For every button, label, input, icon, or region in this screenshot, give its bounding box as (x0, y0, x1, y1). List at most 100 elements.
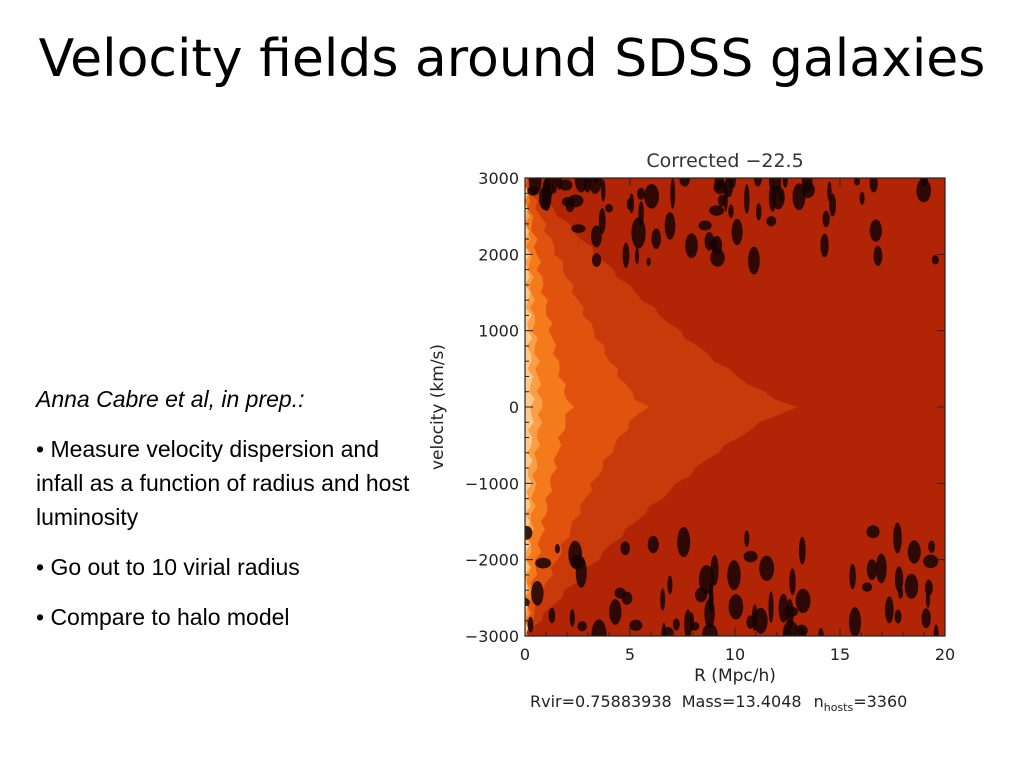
noise-patch (769, 178, 782, 195)
footer-nhosts-value: =3360 (853, 692, 907, 711)
noise-patch (829, 193, 836, 217)
noise-patch (753, 607, 768, 634)
noise-patch (588, 178, 603, 194)
x-tick-label: 20 (935, 645, 955, 664)
noise-patch (709, 581, 714, 609)
noise-patch (724, 178, 734, 198)
title-area: Velocity fields around SDSS galaxies (0, 0, 1024, 143)
noise-patch (634, 247, 640, 265)
noise-patch (552, 178, 558, 194)
noise-patch (755, 203, 762, 221)
y-tick-label: 1000 (478, 322, 519, 341)
noise-patch (743, 550, 758, 563)
footer-rvir: Rvir=0.75883938 (530, 692, 672, 711)
noise-patch (614, 587, 626, 599)
noise-patch (646, 257, 651, 267)
axes: 0 5 10 15 20 3000 2000 1000 0 −1000 −2000 −3000 (465, 169, 955, 664)
noise-patch (933, 624, 939, 636)
noise-patch (921, 608, 931, 629)
y-tick-label: −3000 (465, 627, 519, 646)
noise-patch (869, 178, 878, 193)
noise-patch (660, 588, 666, 611)
noise-patch (759, 555, 775, 581)
x-tick-label: 15 (830, 645, 850, 664)
noise-patch (620, 541, 631, 556)
footer-mass: Mass=13.4048 (682, 692, 802, 711)
noise-patch (904, 573, 919, 599)
noise-patch (684, 609, 692, 636)
noise-patch (631, 217, 646, 249)
noise-patch (531, 580, 544, 606)
noise-patch (577, 621, 587, 632)
x-tick-label: 10 (725, 645, 745, 664)
noise-patch (789, 568, 796, 596)
noise-patch (647, 535, 659, 554)
noise-patch (568, 540, 583, 568)
noise-patch (664, 212, 676, 240)
noise-patch (753, 178, 762, 187)
noise-patch (820, 233, 829, 258)
noise-patch (709, 205, 725, 216)
noise-patch (685, 233, 698, 259)
noise-patch (661, 626, 674, 636)
noise-patch (679, 178, 690, 187)
noise-patch (893, 522, 902, 554)
x-tick-label: 0 (520, 645, 530, 664)
noise-patch (920, 178, 928, 186)
bullet-3: • Compare to halo model (36, 604, 290, 630)
noise-patch (591, 619, 607, 636)
contour-region-2 (525, 178, 650, 636)
noise-patch (702, 623, 718, 636)
noise-patch (907, 540, 921, 564)
noise-patch (605, 203, 613, 213)
noise-patch (622, 242, 630, 268)
noise-patch (795, 588, 811, 614)
noise-patch (601, 179, 606, 202)
noise-patch (527, 186, 539, 196)
y-tick-label: 3000 (478, 169, 519, 188)
noise-patch (748, 246, 760, 275)
noise-patch (626, 198, 632, 210)
noise-patch (766, 216, 777, 227)
noise-patch (713, 180, 727, 195)
footer-nhosts-prefix: n (814, 692, 824, 711)
y-tick-label: 0 (509, 398, 519, 417)
y-tick-label: −1000 (465, 474, 519, 493)
noise-patch (543, 178, 554, 198)
noise-patch (598, 208, 606, 234)
noise-patch (698, 220, 712, 231)
noise-patch (861, 582, 873, 592)
noise-patch (854, 178, 861, 186)
noise-patch (728, 594, 744, 620)
bullet-2: • Go out to 10 virial radius (36, 554, 300, 580)
noise-patch (818, 627, 824, 636)
noise-patch (873, 245, 883, 266)
body-text: Anna Cabre et al, in prep.: • Measure ve… (36, 382, 416, 650)
y-tick-label: −2000 (465, 551, 519, 570)
noise-patch (710, 248, 725, 267)
noise-patch (535, 557, 552, 569)
chart-title: Corrected −22.5 (646, 150, 803, 172)
noise-patch (849, 607, 862, 636)
noise-patch (782, 178, 788, 188)
noise-patch (931, 255, 939, 265)
noise-patch (677, 526, 691, 558)
noise-patch (609, 599, 622, 625)
noise-patch (784, 606, 799, 617)
noise-patch (591, 253, 602, 267)
noise-patch (590, 225, 602, 248)
noise-patch (783, 620, 799, 636)
noise-patch (916, 178, 931, 203)
noise-patch (744, 184, 750, 214)
noise-patch (746, 615, 755, 629)
noise-patch (561, 196, 575, 207)
noise-patch (859, 191, 865, 205)
noise-patch (670, 178, 676, 209)
bullet-1: • Measure velocity dispersion and infall… (36, 436, 410, 530)
noise-patch (637, 187, 645, 200)
noise-patch (866, 525, 880, 539)
noise-patch (527, 616, 534, 633)
noise-patch (727, 560, 741, 591)
noise-patch (744, 530, 750, 547)
noise-patch (672, 618, 680, 631)
